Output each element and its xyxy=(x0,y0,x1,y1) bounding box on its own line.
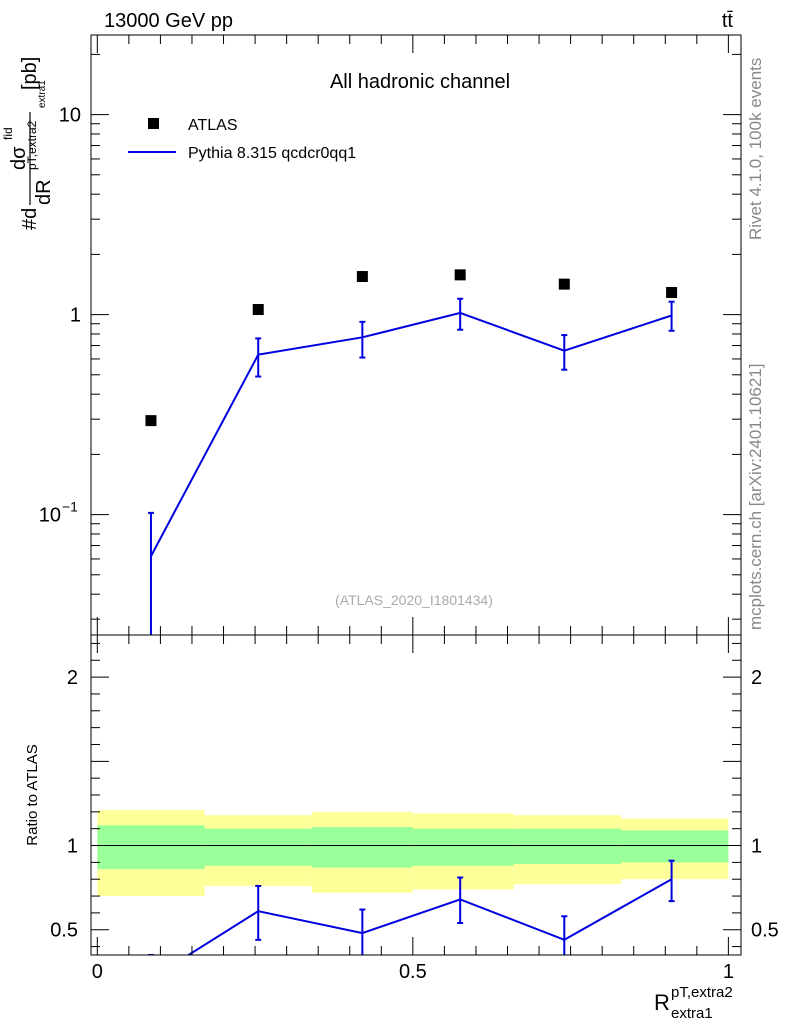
y-tick-label: 1 xyxy=(70,305,81,327)
ratio-y-tick-label: 1 xyxy=(67,836,78,858)
stat-uncertainty-band xyxy=(621,830,729,863)
y-label-denominator: dR xyxy=(33,179,55,205)
ratio-y-axis-label: Ratio to ATLAS xyxy=(24,744,41,845)
stat-uncertainty-band xyxy=(513,828,622,865)
y-label-fid: fid xyxy=(1,127,15,140)
atlas-data-point xyxy=(454,269,466,281)
ratio-y-tick-label: 2 xyxy=(67,667,78,689)
legend-marker-atlas xyxy=(148,118,159,129)
atlas-data-point xyxy=(356,271,368,283)
ratio-y-tick-label-right: 2 xyxy=(751,667,762,689)
ratio-y-tick-label-right: 0.5 xyxy=(751,920,779,942)
y-tick-label: 10 xyxy=(59,105,81,127)
stat-uncertainty-band xyxy=(204,828,312,866)
legend-label-mc: Pythia 8.315 qcdcr0qq1 xyxy=(188,145,356,162)
y-tick-label: 10 xyxy=(39,505,61,527)
legend-label-atlas: ATLAS xyxy=(188,117,238,134)
x-label-main: R xyxy=(654,990,670,1015)
mcplots-label: mcplots.cern.ch [arXiv:2401.10621] xyxy=(746,364,765,630)
y-tick-label-exponent: −1 xyxy=(62,499,78,515)
ratio-y-tick-label: 0.5 xyxy=(50,920,78,942)
main-title: All hadronic channel xyxy=(330,71,510,93)
rivet-label: Rivet 4.1.0, 100k events xyxy=(746,58,765,240)
ratio-series-group xyxy=(147,859,675,955)
x-tick-label: 0.5 xyxy=(399,961,427,983)
stat-uncertainty-band xyxy=(412,828,514,866)
y-label-prefix: #d xyxy=(19,208,41,230)
x-tick-label: 1 xyxy=(723,961,734,983)
mc-line xyxy=(150,311,672,557)
atlas-data-point xyxy=(145,415,157,427)
x-label-sup: pT,extra2 xyxy=(671,984,733,1001)
x-axis-label: R pT,extra2 extra1 xyxy=(654,984,733,1022)
ratio-y-tick-label-right: 1 xyxy=(751,836,762,858)
stat-uncertainty-band xyxy=(311,827,413,868)
stat-uncertainty-band xyxy=(97,825,205,870)
y-label-unit: [pb] xyxy=(19,57,41,90)
analysis-id: (ATLAS_2020_I1801434) xyxy=(335,592,493,608)
main-y-axis-label: #d dσ fid dR pT,extra2 extra1 [pb] xyxy=(1,57,55,230)
process-label: tt̄ xyxy=(722,10,734,32)
atlas-data-point xyxy=(558,278,570,290)
ratio-mc-line xyxy=(186,878,673,955)
atlas-data-point xyxy=(252,304,264,316)
y-label-numerator: dσ xyxy=(8,146,30,170)
y-label-sub: extra1 xyxy=(37,80,48,108)
ratio-frame xyxy=(90,634,742,956)
energy-label: 13000 GeV pp xyxy=(104,10,233,32)
atlas-data-point xyxy=(666,286,678,298)
x-tick-label: 0 xyxy=(92,961,103,983)
y-label-sup: pT,extra2 xyxy=(25,120,39,170)
x-label-sub: extra1 xyxy=(671,1005,713,1022)
